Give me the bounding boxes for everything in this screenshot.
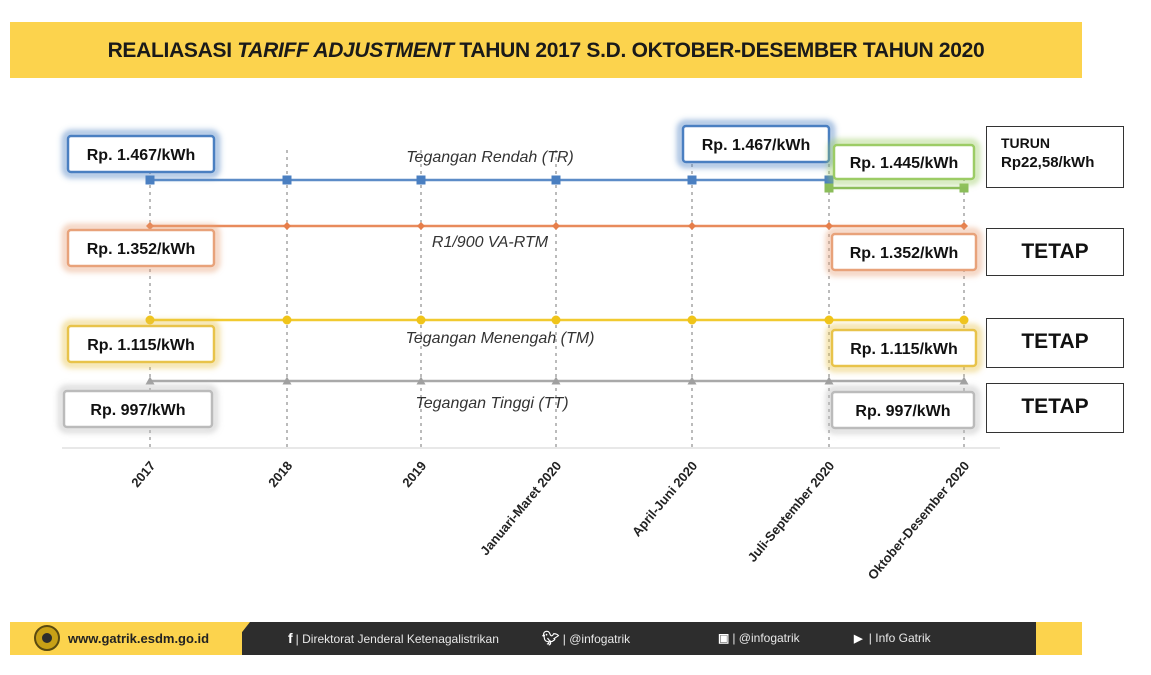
value-label-2-2-glow xyxy=(826,228,982,276)
series-4-point xyxy=(416,376,426,385)
status-tr-line2: Rp22,58/kWh xyxy=(1001,154,1095,171)
x-tick-label: 2018 xyxy=(265,458,295,490)
x-tick-label: Juli-September 2020 xyxy=(745,458,838,565)
footer-twitter-label: @infogatrik xyxy=(569,632,631,646)
value-label-1-2: Rp. 1.467/kWh xyxy=(677,120,835,168)
value-label-3-1-box xyxy=(66,324,216,364)
footer-slash xyxy=(224,622,250,655)
facebook-icon: f xyxy=(288,630,293,646)
series-name-1: Tegangan Rendah (TR) xyxy=(406,149,574,166)
series-1-point xyxy=(145,175,155,185)
x-tick-label: Oktober-Desember 2020 xyxy=(865,458,973,582)
value-label-4-1-text: Rp. 997/kWh xyxy=(90,402,185,419)
value-label-1-1-text: Rp. 1.467/kWh xyxy=(87,147,195,164)
value-label-4-2-glow xyxy=(826,386,980,434)
value-label-1-1-glow xyxy=(62,130,220,178)
status-rtm: TETAP xyxy=(986,228,1124,276)
value-label-3-2-text: Rp. 1.115/kWh xyxy=(850,341,958,358)
value-label-4-1-box xyxy=(62,389,214,429)
value-label-3-2-box xyxy=(830,328,978,368)
value-label-2-2: Rp. 1.352/kWh xyxy=(826,228,982,276)
series-1-point xyxy=(416,175,426,185)
value-label-1-1: Rp. 1.467/kWh xyxy=(62,130,220,178)
series-4-point xyxy=(145,376,155,385)
footer-instagram[interactable]: ▣ | @infogatrik xyxy=(718,622,800,655)
series-2-point xyxy=(825,222,833,230)
value-label-4-2-text: Rp. 997/kWh xyxy=(855,403,950,420)
value-label-4-2-box xyxy=(830,390,976,430)
value-label-4-2: Rp. 997/kWh xyxy=(826,386,980,434)
series-4-point xyxy=(959,376,969,385)
series-2-point xyxy=(688,222,696,230)
twitter-icon: 🐦︎ xyxy=(542,630,560,646)
x-tick-label: April-Juni 2020 xyxy=(629,458,700,539)
value-label-1-3: Rp. 1.445/kWh xyxy=(828,139,980,185)
series-4-point xyxy=(824,376,834,385)
series-name-4: Tegangan Tinggi (TT) xyxy=(415,395,568,412)
series-name-3: Tegangan Menengah (TM) xyxy=(406,330,595,347)
series-3-point xyxy=(824,315,834,325)
series-name-2: R1/900 VA-RTM xyxy=(432,234,549,251)
status-tr-line1: TURUN xyxy=(1001,135,1050,151)
value-label-2-1-glow xyxy=(62,224,220,272)
value-label-3-2: Rp. 1.115/kWh xyxy=(826,324,982,372)
x-tick-label: Januari-Maret 2020 xyxy=(477,458,564,558)
series-2-point xyxy=(552,222,560,230)
value-label-2-1: Rp. 1.352/kWh xyxy=(62,224,220,272)
value-label-3-2-glow xyxy=(826,324,982,372)
title-bar: REALIASASI TARIFF ADJUSTMENT TAHUN 2017 … xyxy=(10,22,1082,78)
series-2-point xyxy=(417,222,425,230)
footer-website[interactable]: www.gatrik.esdm.go.id xyxy=(68,631,210,646)
value-label-2-1-text: Rp. 1.352/kWh xyxy=(87,241,195,258)
footer-youtube-label: Info Gatrik xyxy=(875,631,931,645)
series-4-point xyxy=(687,376,697,385)
title-part-3: TAHUN 2017 S.D. OKTOBER-DESEMBER TAHUN 2… xyxy=(453,39,985,62)
x-tick-label: 2017 xyxy=(128,458,158,490)
value-label-1-3-glow xyxy=(828,139,980,185)
value-label-2-2-text: Rp. 1.352/kWh xyxy=(850,245,958,262)
status-tt: TETAP xyxy=(986,383,1124,433)
series-2-point xyxy=(283,222,291,230)
series-1-point xyxy=(824,183,834,193)
series-3-point xyxy=(551,315,561,325)
series-4-point xyxy=(282,376,292,385)
value-label-3-1-glow xyxy=(62,320,220,368)
series-3-point xyxy=(959,315,969,325)
value-label-3-1-text: Rp. 1.115/kWh xyxy=(87,337,195,354)
value-label-1-2-text: Rp. 1.467/kWh xyxy=(702,137,810,154)
instagram-icon: ▣ xyxy=(718,631,730,645)
value-label-4-1-glow xyxy=(58,385,218,433)
page-title: REALIASASI TARIFF ADJUSTMENT TAHUN 2017 … xyxy=(10,22,1082,78)
footer-facebook-label: Direktorat Jenderal Ketenagalistrikan xyxy=(302,632,499,646)
series-3-point xyxy=(416,315,426,325)
series-1-point xyxy=(551,175,561,185)
footer-accent xyxy=(1036,622,1082,655)
value-label-3-1: Rp. 1.115/kWh xyxy=(62,320,220,368)
value-label-1-3-text: Rp. 1.445/kWh xyxy=(850,155,958,172)
series-1-point xyxy=(282,175,292,185)
footer-instagram-label: @infogatrik xyxy=(738,631,800,645)
value-label-4-1: Rp. 997/kWh xyxy=(58,385,218,433)
series-3-point xyxy=(282,315,292,325)
footer-youtube[interactable]: ▶ | Info Gatrik xyxy=(854,622,931,655)
footer: www.gatrik.esdm.go.id f | Direktorat Jend… xyxy=(10,622,1082,655)
series-1-point xyxy=(959,183,969,193)
footer-facebook[interactable]: f | Direktorat Jenderal Ketenagalistrikan xyxy=(288,622,499,655)
series-3-point xyxy=(687,315,697,325)
footer-twitter[interactable]: 🐦︎ | @infogatrik xyxy=(542,622,630,655)
value-label-2-1-box xyxy=(66,228,216,268)
series-1-point xyxy=(687,175,697,185)
status-tm: TETAP xyxy=(986,318,1124,368)
title-part-1: REALIASASI xyxy=(107,39,238,62)
value-label-1-1-box xyxy=(66,134,216,174)
value-label-1-3-box xyxy=(832,143,976,181)
status-tr: TURUN Rp22,58/kWh xyxy=(986,126,1124,188)
value-label-2-2-box xyxy=(830,232,978,272)
youtube-icon: ▶ xyxy=(854,633,863,645)
series-4-point xyxy=(551,376,561,385)
esdm-logo-icon xyxy=(34,625,60,651)
x-tick-label: 2019 xyxy=(399,458,429,490)
title-part-2: TARIFF ADJUSTMENT xyxy=(237,39,454,62)
